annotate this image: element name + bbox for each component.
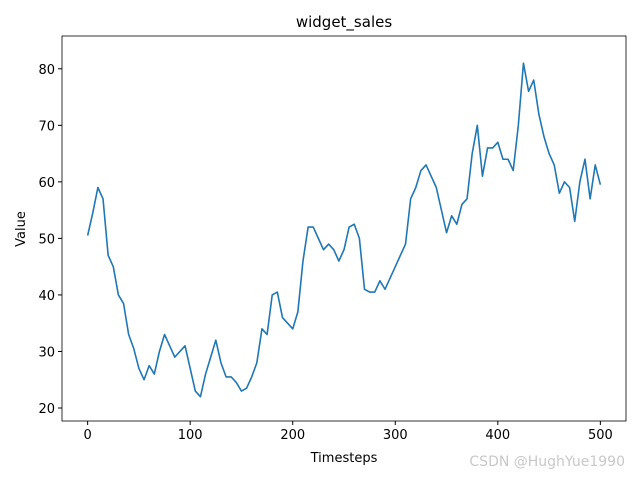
x-axis-label: Timesteps <box>310 451 378 466</box>
y-tick-label: 40 <box>38 289 55 304</box>
y-tick-label: 60 <box>38 176 55 191</box>
plot-frame <box>61 35 627 422</box>
x-tick-label: 200 <box>280 428 305 443</box>
chart-title: widget_sales <box>296 13 392 32</box>
y-tick-label: 50 <box>38 232 55 247</box>
x-tick-label: 100 <box>178 428 203 443</box>
y-tick-label: 80 <box>38 63 55 78</box>
watermark: CSDN @HughYue1990 <box>469 454 625 470</box>
y-tick-label: 30 <box>38 345 55 360</box>
x-tick-label: 400 <box>485 428 510 443</box>
y-tick-label: 20 <box>38 402 55 417</box>
x-tick-label: 500 <box>588 428 613 443</box>
x-tick-label: 0 <box>83 428 91 443</box>
x-tick-label: 300 <box>383 428 408 443</box>
y-axis-label: Value <box>14 211 29 247</box>
y-tick-label: 70 <box>38 119 55 134</box>
line-series <box>86 62 602 398</box>
